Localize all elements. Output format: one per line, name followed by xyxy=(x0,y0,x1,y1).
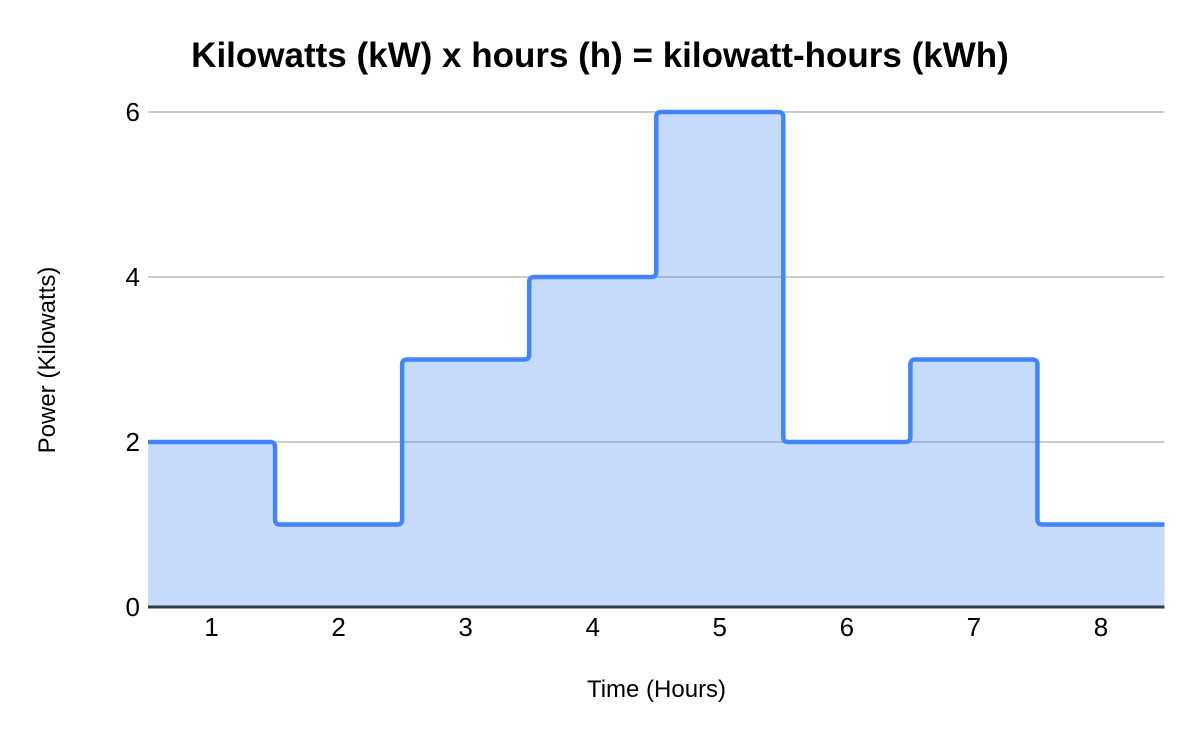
chart-title: Kilowatts (kW) x hours (h) = kilowatt-ho… xyxy=(191,36,1009,75)
x-tick-label-8: 8 xyxy=(1093,612,1109,642)
y-tick-label-6: 6 xyxy=(125,97,140,127)
x-tick-label-7: 7 xyxy=(966,612,982,642)
y-tick-label-0: 0 xyxy=(125,592,140,622)
x-tick-label-1: 1 xyxy=(204,612,219,642)
x-tick-label-6: 6 xyxy=(839,612,855,642)
x-tick-label-4: 4 xyxy=(585,612,600,642)
y-tick-label-4: 4 xyxy=(125,262,140,292)
x-tick-label-5: 5 xyxy=(712,612,728,642)
x-axis-title: Time (Hours) xyxy=(586,676,727,703)
x-tick-label-3: 3 xyxy=(458,612,473,642)
series-step-line xyxy=(148,109,1165,527)
y-tick-label-2: 2 xyxy=(125,427,140,457)
x-tick-label-2: 2 xyxy=(331,612,346,642)
y-axis-title: Power (Kilowatts) xyxy=(34,266,61,454)
